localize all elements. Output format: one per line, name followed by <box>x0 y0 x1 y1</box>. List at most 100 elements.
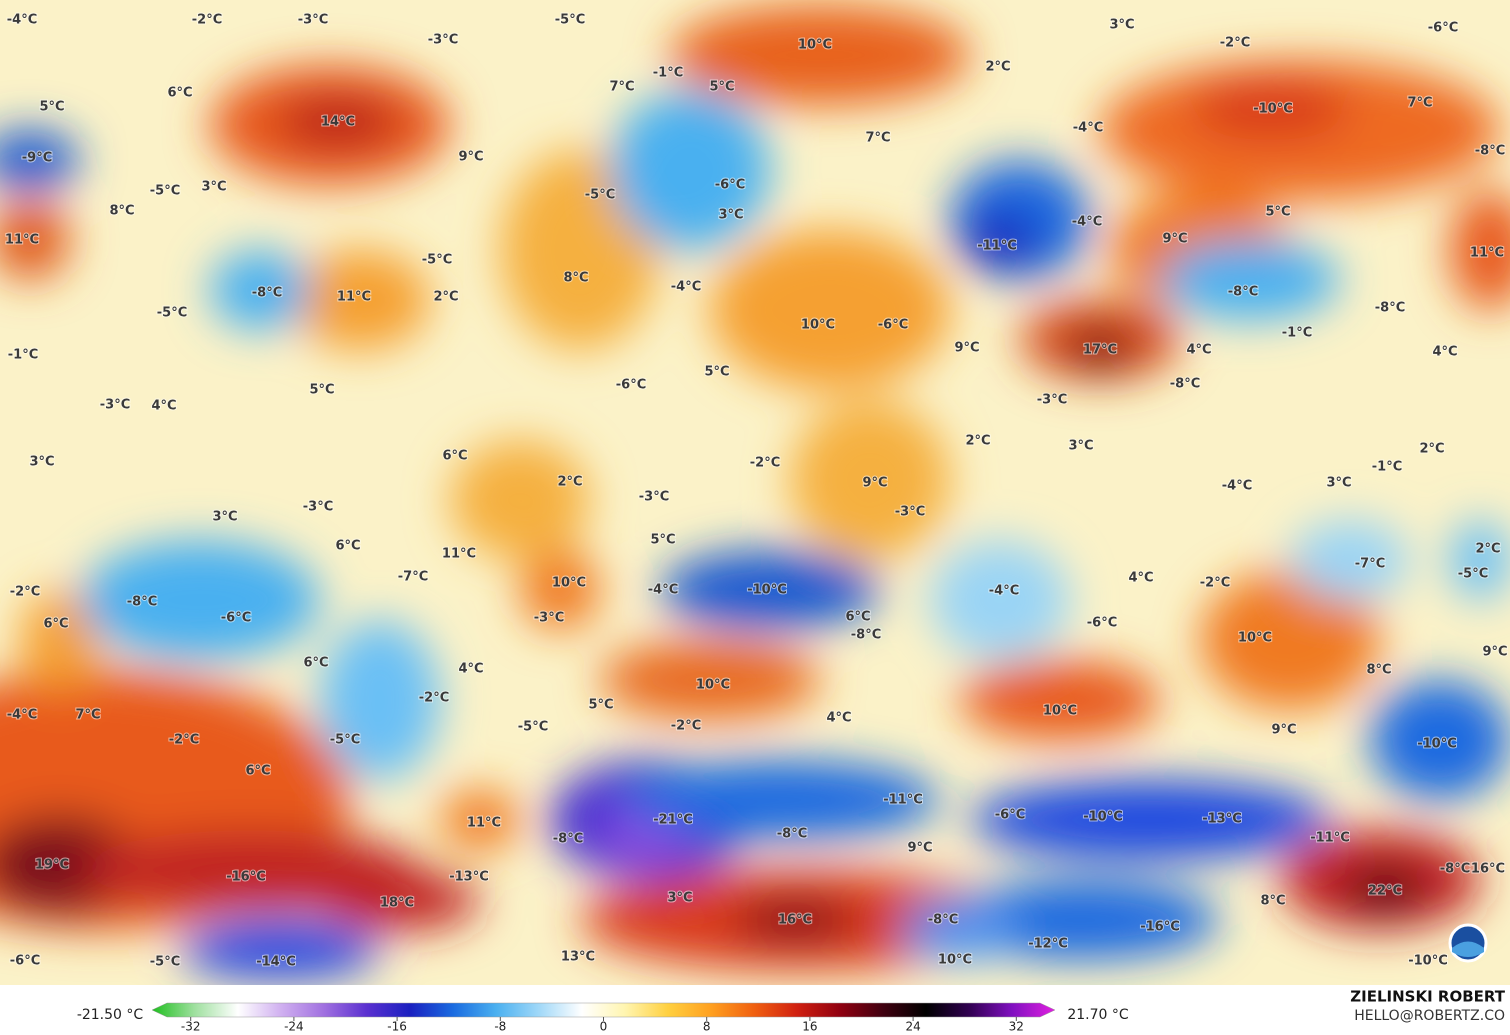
temperature-label: 2°C <box>557 475 582 490</box>
temperature-blob <box>1450 520 1510 600</box>
temperature-blob <box>440 790 520 850</box>
colorbar: -21.50 °C 21.70 °C -32 -24 -16 -8 0 8 16 24 32 <box>77 1002 1129 1034</box>
temperature-label: -11°C <box>977 239 1017 254</box>
temperature-label: -7°C <box>1355 557 1385 572</box>
temperature-label: 3°C <box>718 208 743 223</box>
tick-label: -16 <box>387 1020 407 1034</box>
temperature-field <box>0 5 1510 980</box>
temperature-label: -4°C <box>989 584 1019 599</box>
tick-label: 8 <box>703 1020 711 1034</box>
temperature-label: 3°C <box>1068 439 1093 454</box>
temperature-label: 18°C <box>380 896 414 911</box>
map: -4°C -2°C -3°C -3°C -5°C 3°C -2°C -6°C 10°C 2°C 7°… <box>0 0 1510 985</box>
temperature-label: 10°C <box>798 38 832 53</box>
temperature-label: 9°C <box>907 841 932 856</box>
temperature-label: -5°C <box>330 733 360 748</box>
temperature-label: 6°C <box>245 764 270 779</box>
temperature-label: -6°C <box>1428 21 1458 36</box>
temperature-blob <box>180 920 380 980</box>
temperature-label: -8°C <box>127 595 157 610</box>
temperature-label: 6°C <box>442 449 467 464</box>
temperature-label: -11°C <box>1310 831 1350 846</box>
temperature-label: -4°C <box>7 13 37 28</box>
temperature-label: -1°C <box>1282 326 1312 341</box>
min-label: -21.50 °C <box>77 1007 144 1023</box>
temperature-blob <box>1190 80 1350 140</box>
temperature-label: 9°C <box>458 150 483 165</box>
temperature-blob <box>960 660 1160 740</box>
temperature-label: -12°C <box>1028 937 1068 952</box>
temperature-blob <box>960 210 1040 270</box>
max-label: 21.70 °C <box>1067 1007 1129 1023</box>
temperature-label: 11°C <box>5 233 39 248</box>
temperature-label: -8°C <box>1375 301 1405 316</box>
temperature-blob <box>290 250 430 350</box>
temperature-label: -5°C <box>518 720 548 735</box>
temperature-label: -8°C <box>1170 377 1200 392</box>
temperature-blob <box>320 870 480 930</box>
temperature-label: -3°C <box>534 611 564 626</box>
temperature-blob <box>1160 240 1340 320</box>
temperature-label: 10°C <box>801 318 835 333</box>
temperature-label: 16°C <box>778 913 812 928</box>
temperature-label: -3°C <box>895 505 925 520</box>
temperature-blob <box>620 760 940 840</box>
temperature-blob <box>210 250 310 330</box>
temperature-label: 4°C <box>151 399 176 414</box>
temperature-blob <box>1070 330 1130 370</box>
temperature-label: 10°C <box>696 678 730 693</box>
temperature-label: 2°C <box>965 434 990 449</box>
temperature-blob <box>610 90 770 250</box>
temperature-label: 8°C <box>1260 894 1285 909</box>
temperature-label: 6°C <box>845 610 870 625</box>
temperature-labels: -4°C -2°C -3°C -3°C -5°C 3°C -2°C -6°C 10°C 2°C 7°… <box>4 12 1509 971</box>
temperature-label: -5°C <box>150 184 180 199</box>
temperature-label: 10°C <box>938 953 972 968</box>
temperature-label: 4°C <box>1128 571 1153 586</box>
temperature-label: -3°C <box>1037 393 1067 408</box>
temperature-label: 10°C <box>552 576 586 591</box>
temperature-label: 5°C <box>588 698 613 713</box>
temperature-label: 3°C <box>1109 18 1134 33</box>
temperature-label: -5°C <box>1458 567 1488 582</box>
temperature-label: -2°C <box>419 691 449 706</box>
temperature-label: -10°C <box>747 583 787 598</box>
temperature-label: 4°C <box>1186 343 1211 358</box>
temperature-label: 7°C <box>865 131 890 146</box>
temperature-label: -4°C <box>7 708 37 723</box>
temperature-blob <box>710 230 950 390</box>
temperature-label: -8°C <box>777 827 807 842</box>
temperature-label: -4°C <box>648 583 678 598</box>
tick-label: 32 <box>1009 1020 1024 1034</box>
temperature-blob <box>520 550 600 630</box>
temperature-label: -10°C <box>1417 737 1457 752</box>
temperature-label: 4°C <box>1432 345 1457 360</box>
temperature-label: -8°C <box>928 913 958 928</box>
temperature-label: 8°C <box>109 204 134 219</box>
temperature-label: -1°C <box>1372 460 1402 475</box>
temperature-label: -2°C <box>750 456 780 471</box>
temperature-label: 11°C <box>1470 246 1504 261</box>
temperature-label: -5°C <box>555 13 585 28</box>
temperature-label: 2°C <box>985 60 1010 75</box>
temperature-label: 2°C <box>1475 542 1500 557</box>
temperature-label: -10°C <box>1408 954 1448 969</box>
tick-label: 24 <box>905 1020 920 1034</box>
temperature-label: -5°C <box>150 955 180 970</box>
temperature-label: 13°C <box>561 950 595 965</box>
temperature-blob <box>278 97 398 147</box>
temperature-blob <box>320 620 440 780</box>
temperature-label: -2°C <box>671 719 701 734</box>
temperature-blob <box>970 780 1330 860</box>
temperature-label: -6°C <box>995 808 1025 823</box>
temperature-blob <box>930 540 1070 660</box>
temperature-label: 7°C <box>609 80 634 95</box>
temperature-label: -6°C <box>715 178 745 193</box>
temperature-label: 9°C <box>1482 645 1507 660</box>
temperature-label: 6°C <box>43 617 68 632</box>
noaa-logo <box>1448 923 1488 963</box>
tick-label: -8 <box>494 1020 506 1034</box>
temperature-label: 3°C <box>212 510 237 525</box>
temperature-label: -6°C <box>616 378 646 393</box>
temperature-label: -3°C <box>639 490 669 505</box>
